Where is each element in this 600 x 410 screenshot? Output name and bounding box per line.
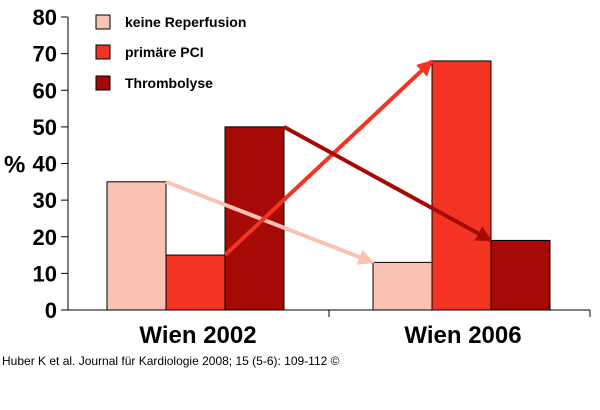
y-tick-label-20: 20 (33, 225, 57, 250)
y-tick-label-50: 50 (33, 115, 57, 140)
trend-arrow-thrombolyse (283, 125, 493, 243)
legend-label-0: keine Reperfusion (125, 14, 246, 30)
y-tick-label-0: 0 (45, 298, 57, 323)
arrows-layer (165, 59, 493, 265)
bar-chart: 0 10 20 30 40 50 60 70 80% Wien 2002 Wien 2006 kei… (4, 5, 591, 349)
bar-thrombolyse-1 (490, 239, 551, 311)
category-label-1: Wien 2006 (404, 322, 521, 349)
bar-prim-re-pci-0 (165, 254, 226, 311)
y-tick-label-30: 30 (33, 188, 57, 213)
axes-layer: 0 10 20 30 40 50 60 70 80% Wien 2002 Wien 2006 (4, 5, 591, 349)
legend-label-2: Thrombolyse (125, 75, 213, 91)
bar-prim-re-pci-1 (431, 60, 492, 311)
legend-label-1: primäre PCI (125, 44, 204, 60)
y-tick-label-70: 70 (33, 42, 57, 67)
bar-thrombolyse-0 (224, 126, 285, 311)
bar-keine-reperfusion-1 (372, 261, 433, 311)
legend: keine Reperfusion primäre PCI Thrombolyse (95, 14, 246, 91)
bar-keine-reperfusion-0 (106, 181, 167, 311)
legend-swatch-2 (95, 75, 111, 91)
y-tick-label-40: 40 (33, 152, 57, 177)
trend-arrow-keine-reperfusion (165, 179, 375, 265)
legend-swatch-1 (95, 44, 111, 60)
y-tick-label-80: 80 (33, 5, 57, 30)
legend-swatch-0 (95, 14, 111, 30)
y-tick-label-10: 10 (33, 261, 57, 286)
trend-arrow-prim-re-pci (223, 59, 434, 257)
bars-layer (106, 60, 551, 311)
y-axis-label: % (4, 152, 25, 179)
category-label-0: Wien 2002 (139, 322, 256, 349)
y-tick-label-60: 60 (33, 78, 57, 103)
source-credit: Huber K et al. Journal für Kardiologie 2… (2, 354, 340, 368)
